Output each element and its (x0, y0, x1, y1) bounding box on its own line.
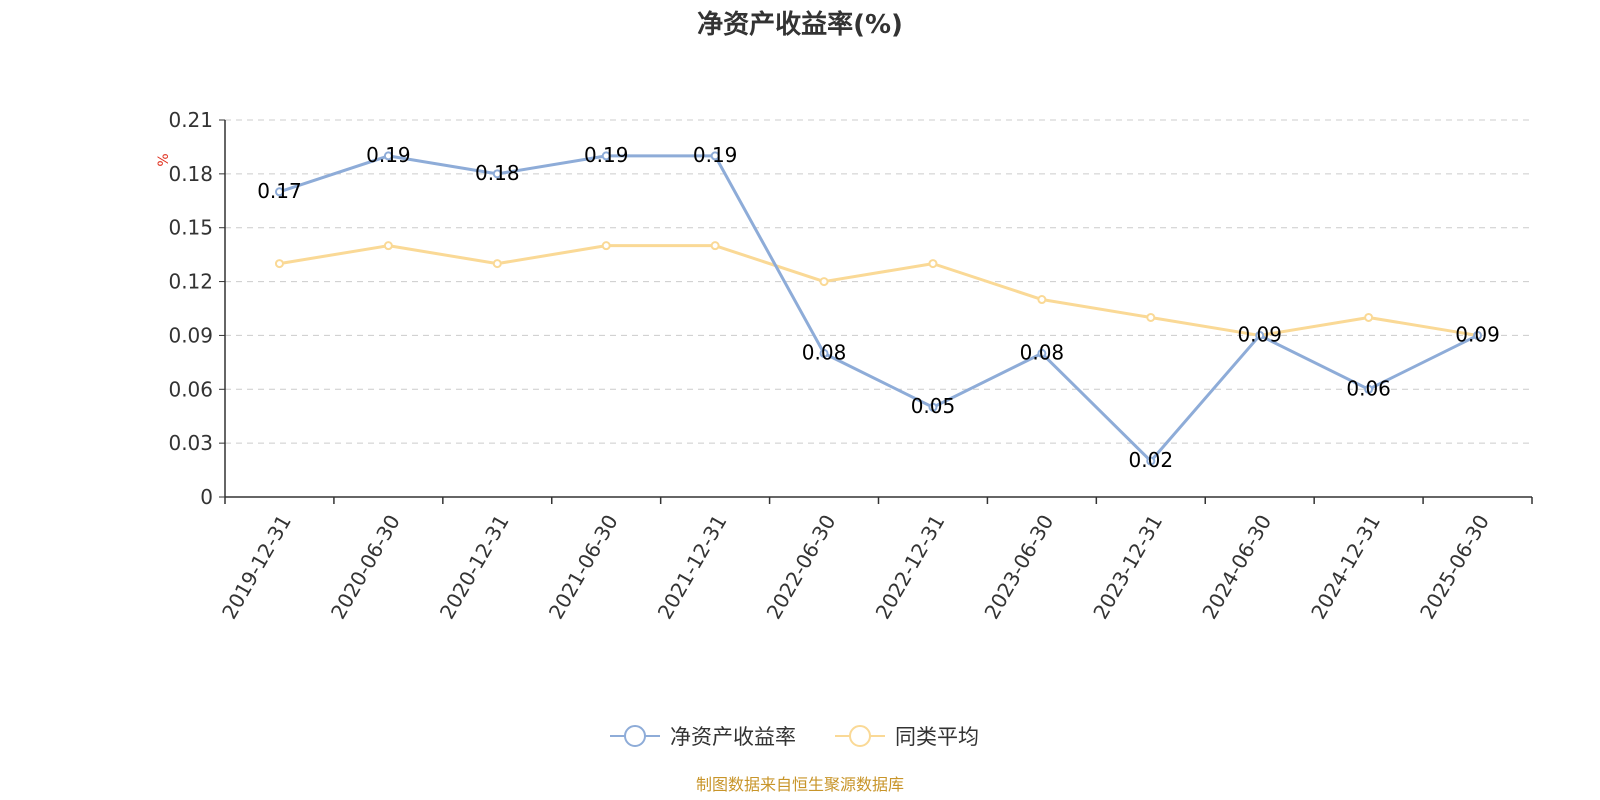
data-point (928, 402, 938, 412)
y-tick-label: 0.18 (168, 162, 213, 186)
data-label: 0.09 (1237, 322, 1282, 346)
data-point (928, 259, 938, 269)
data-point (274, 259, 284, 269)
source-note: 制图数据来自恒生聚源数据库 (696, 775, 904, 794)
x-tick-label: 2025-06-30 (1415, 511, 1494, 624)
series-line (279, 244, 1478, 337)
y-tick-label: 0.15 (168, 216, 213, 240)
y-tick-label: 0.12 (168, 270, 213, 294)
legend-marker-icon (624, 725, 646, 747)
data-label: 0.05 (911, 394, 956, 418)
legend-item[interactable]: 同类平均 (835, 725, 979, 749)
data-point (601, 151, 611, 161)
x-tick-label: 2023-06-30 (979, 511, 1058, 624)
x-tick-label: 2020-06-30 (326, 511, 405, 624)
legend[interactable]: 净资产收益率 同类平均 (610, 725, 979, 749)
data-point (1037, 348, 1047, 358)
data-point (492, 259, 502, 269)
data-label: 0.06 (1346, 376, 1391, 400)
legend-label: 同类平均 (895, 725, 979, 749)
legend-label: 净资产收益率 (670, 725, 796, 749)
data-label: 0.09 (1455, 322, 1500, 346)
data-label: 0.19 (366, 143, 411, 167)
data-point (383, 151, 393, 161)
data-point (710, 151, 720, 161)
legend-item[interactable]: 净资产收益率 (610, 725, 796, 749)
data-label: 0.08 (1020, 340, 1065, 364)
x-tick-label: 2021-12-31 (653, 511, 732, 624)
x-tick-label: 2021-06-30 (544, 511, 623, 624)
data-point (1037, 295, 1047, 305)
y-tick-label: 0.06 (168, 377, 213, 401)
data-label: 0.18 (475, 161, 520, 185)
chart-title: 净资产收益率(%) (697, 9, 903, 40)
y-tick-label: 0.03 (168, 431, 213, 455)
data-point (1473, 330, 1483, 340)
data-point (1364, 312, 1374, 322)
legend-marker-icon (849, 725, 871, 747)
series-lines (274, 151, 1483, 466)
data-label: 0.08 (802, 340, 847, 364)
series-line (278, 154, 1479, 463)
data-point (492, 169, 502, 179)
x-tick-label: 2022-06-30 (762, 511, 841, 624)
data-point (601, 241, 611, 251)
y-axis-unit-label: % (156, 153, 172, 166)
x-tick-label: 2019-12-31 (217, 511, 296, 624)
data-label: 0.19 (584, 143, 629, 167)
data-labels: 0.17 0.19 0.18 0.19 0.19 0.08 0.05 0.08 0.02 0.09… (257, 143, 1500, 472)
data-point (383, 241, 393, 251)
grid-lines (225, 119, 1532, 444)
data-point (274, 187, 284, 197)
data-point (1255, 330, 1265, 340)
data-label: 0.02 (1129, 448, 1174, 472)
data-point (819, 277, 829, 287)
y-tick-label: 0.21 (168, 108, 213, 132)
x-tick-label: 2020-12-31 (435, 510, 514, 623)
data-point (1146, 312, 1156, 322)
y-tick-label: 0 (200, 485, 213, 509)
data-point (819, 348, 829, 358)
data-point (1146, 456, 1156, 466)
x-tick-label: 2024-12-31 (1306, 511, 1385, 624)
data-label: 0.19 (693, 143, 738, 167)
x-tick-label: 2022-12-31 (871, 510, 950, 623)
x-tick-label: 2023-12-31 (1088, 511, 1167, 624)
data-point (1364, 384, 1374, 394)
data-label: 0.17 (257, 179, 302, 203)
x-tick-label: 2024-06-30 (1197, 511, 1276, 624)
data-point (710, 241, 720, 251)
y-tick-label: 0.09 (168, 323, 213, 347)
